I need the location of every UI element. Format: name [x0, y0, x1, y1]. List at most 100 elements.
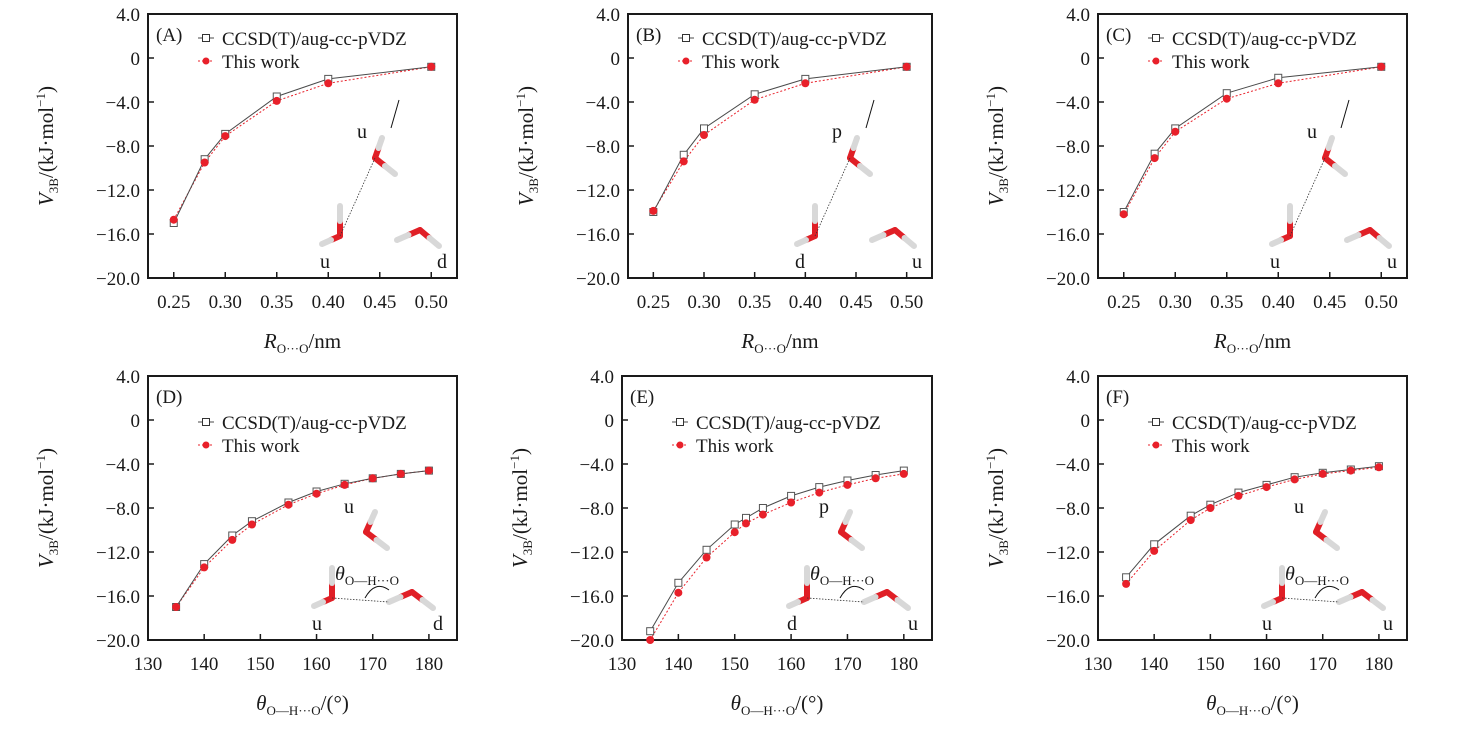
- series-line-ccsdt: [649, 470, 904, 632]
- water-trimer-inset: θO—H···O u u u: [1261, 496, 1393, 635]
- water-molecule-right: [869, 227, 917, 249]
- y-tick-label: −16.0: [576, 225, 620, 246]
- legend-ref-marker: [1152, 34, 1160, 42]
- molecule-label-left: u: [1262, 613, 1272, 635]
- y-tick-label: −8.0: [106, 137, 140, 158]
- theta-inset-label: θO—H···O: [335, 563, 399, 588]
- legend-fit-marker: [682, 57, 690, 65]
- data-point-this-work: [1234, 491, 1243, 500]
- angle-arc-icon: [364, 585, 390, 599]
- x-tick-label: 0.35: [738, 292, 771, 313]
- x-tick-label: 0.45: [363, 292, 396, 313]
- water-molecule-right: [1336, 589, 1386, 611]
- data-point-this-work: [284, 500, 293, 509]
- series-line-ccsdt: [1123, 66, 1382, 213]
- series-line-this-work: [649, 473, 904, 641]
- oh-bond-hydrogen: [386, 594, 404, 605]
- x-tick-label: 0.30: [687, 292, 720, 313]
- water-molecule-left: [311, 565, 335, 609]
- oh-bond-hydrogen: [848, 537, 865, 551]
- legend-ref-label: CCSD(T)/aug-cc-pVDZ: [222, 29, 407, 50]
- x-tick-label: 0.25: [1107, 292, 1140, 313]
- x-tick-label: 130: [608, 654, 637, 675]
- panel-label: (B): [636, 25, 661, 46]
- x-tick-label: 0.40: [312, 292, 345, 313]
- oh-bond-hydrogen: [426, 235, 442, 249]
- series-line-this-work: [652, 66, 907, 212]
- plot-frame: [1097, 13, 1408, 279]
- molecule-label-top: u: [1307, 121, 1317, 143]
- panel-label: (D): [156, 387, 182, 408]
- legend-ref-label: CCSD(T)/aug-cc-pVDZ: [702, 29, 887, 50]
- panel-label: (C): [1106, 25, 1131, 46]
- molecule-label-left: u: [320, 251, 330, 273]
- series-line-ccsdt: [175, 470, 429, 608]
- oh-bond-hydrogen: [1376, 235, 1392, 249]
- oh-bond-hydrogen: [375, 135, 385, 151]
- legend-fit-marker: [1152, 441, 1160, 449]
- x-tick-label: 150: [720, 654, 749, 675]
- data-point-this-work: [169, 215, 178, 224]
- data-point-ccsdt: [1122, 573, 1131, 582]
- x-tick-label: 0.50: [415, 292, 448, 313]
- molecule-label-top: p: [819, 496, 829, 518]
- y-tick-label: 0: [611, 49, 621, 70]
- legend-ref-marker: [202, 34, 210, 42]
- y-tick-label: −16.0: [570, 587, 614, 608]
- data-point-ccsdt: [679, 150, 688, 159]
- x-axis-title: RO···O/nm: [1213, 329, 1291, 356]
- plot-frame: [627, 13, 933, 279]
- water-trimer-inset: θO—H···O u u d: [311, 496, 443, 635]
- x-axis-title: RO···O/nm: [263, 329, 341, 356]
- x-axis-title: θO—H···O/(°): [1206, 691, 1299, 718]
- hbond-dotted-line: [1281, 597, 1340, 603]
- legend-fit-label: This work: [696, 436, 774, 457]
- data-point-this-work: [646, 636, 655, 644]
- data-point-this-work: [1374, 463, 1383, 472]
- data-point-this-work: [702, 553, 711, 562]
- x-tick-label: 140: [1140, 654, 1169, 675]
- y-tick-label: 4.0: [590, 367, 614, 388]
- y-tick-label: −16.0: [1046, 587, 1090, 608]
- y-tick-label: −8.0: [1056, 137, 1090, 158]
- y-tick-label: 4.0: [1066, 5, 1090, 26]
- oh-bond-hydrogen: [869, 232, 887, 243]
- data-point-this-work: [340, 480, 349, 489]
- oh-bond-hydrogen: [857, 163, 873, 177]
- y-tick-label: −4.0: [586, 93, 620, 114]
- y-tick-label: −8.0: [106, 499, 140, 520]
- data-point-this-work: [1377, 62, 1386, 71]
- data-point-this-work: [324, 79, 333, 88]
- data-point-this-work: [200, 158, 209, 167]
- x-tick-label: 140: [664, 654, 693, 675]
- y-tick-label: −4.0: [1056, 455, 1090, 476]
- water-molecule-right: [386, 589, 436, 611]
- legend-ref-marker: [682, 34, 690, 42]
- data-point-ccsdt: [787, 491, 796, 500]
- x-tick-label: 0.25: [157, 292, 190, 313]
- data-point-ccsdt: [758, 504, 767, 512]
- data-point-this-work: [1150, 546, 1159, 555]
- water-molecule-top: [372, 135, 398, 177]
- y-tick-label: −4.0: [106, 93, 140, 114]
- y-axis-title: V3B/(kJ·mol−1): [33, 86, 61, 206]
- oh-bond-hydrogen: [901, 235, 917, 249]
- oh-bond-hydrogen: [394, 232, 412, 243]
- data-point-this-work: [871, 474, 880, 483]
- legend-fit-marker: [202, 441, 210, 449]
- x-axis-title: θO—H···O/(°): [731, 691, 824, 718]
- y-tick-label: 4.0: [596, 5, 620, 26]
- data-point-this-work: [1186, 516, 1195, 525]
- data-point-this-work: [758, 510, 767, 519]
- water-trimer-inset: u u d: [319, 99, 447, 273]
- data-point-this-work: [649, 206, 658, 215]
- x-tick-label: 0.30: [209, 292, 242, 313]
- x-tick-label: 170: [1308, 654, 1337, 675]
- panel-label: (A): [156, 25, 182, 46]
- hbond-dotted-line: [339, 157, 376, 237]
- data-point-this-work: [1262, 483, 1271, 492]
- chart-panel-c: 4.0 0 −4.0 −8.0 −12.0 −16.0 −20.0 0.25 0.30 0.35 0…: [983, 5, 1408, 356]
